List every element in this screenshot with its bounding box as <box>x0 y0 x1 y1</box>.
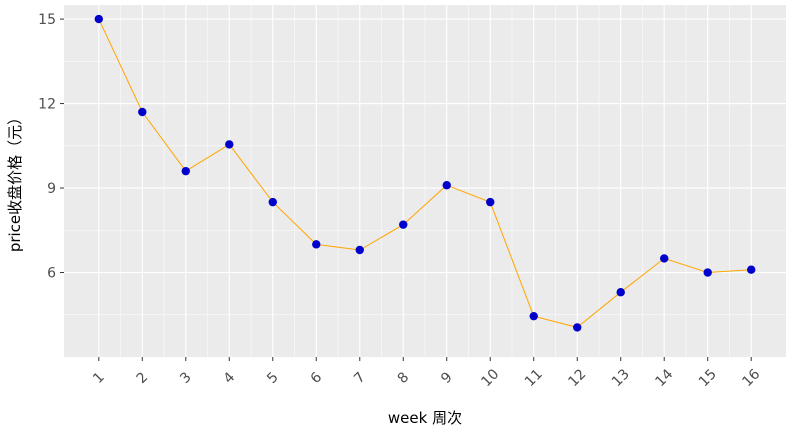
axis-ticks <box>60 18 752 361</box>
x-tick-label: 6 <box>308 369 326 387</box>
data-point <box>486 197 495 207</box>
data-point <box>138 107 147 117</box>
data-point <box>573 323 582 332</box>
x-tick-label: 10 <box>478 366 502 390</box>
data-point <box>442 181 451 190</box>
x-tick-label: 13 <box>609 366 633 390</box>
data-points <box>94 14 756 332</box>
x-tick-label: 8 <box>395 369 413 387</box>
x-tick-label: 16 <box>739 366 763 390</box>
data-point <box>355 245 364 255</box>
x-tick-label: 15 <box>696 366 720 390</box>
x-tick-label: 2 <box>134 369 152 387</box>
data-point <box>312 240 321 249</box>
data-point <box>225 140 234 149</box>
y-tick-labels: 6 9 12 15 <box>38 12 56 281</box>
data-point <box>616 288 625 297</box>
y-tick-label: 6 <box>47 266 56 282</box>
data-point <box>703 268 712 277</box>
data-point <box>94 14 103 24</box>
price-line <box>98 18 752 328</box>
x-tick-label: 9 <box>438 369 456 387</box>
major-gridlines <box>64 5 786 357</box>
y-tick-label: 12 <box>38 97 56 113</box>
x-tick-label: 4 <box>221 369 239 387</box>
data-point <box>268 197 277 207</box>
data-point <box>747 265 756 274</box>
x-tick-label: 11 <box>522 366 546 390</box>
y-tick-label: 15 <box>38 12 56 28</box>
x-tick-label: 7 <box>351 369 369 387</box>
data-point <box>399 220 408 229</box>
x-tick-label: 1 <box>90 369 108 387</box>
y-axis-title: price收盘价格（元） <box>6 110 24 252</box>
data-point <box>181 166 190 176</box>
minor-gridlines <box>64 5 786 357</box>
x-tick-label: 14 <box>652 366 676 390</box>
data-point <box>529 311 538 321</box>
x-axis-title: week 周次 <box>388 409 462 427</box>
x-tick-labels: 1 2 3 4 5 6 7 8 9 10 11 12 13 14 15 16 <box>90 366 763 390</box>
x-tick-label: 12 <box>565 366 589 390</box>
data-point <box>660 254 669 263</box>
x-tick-label: 5 <box>264 369 282 387</box>
y-tick-label: 9 <box>47 181 56 197</box>
x-tick-label: 3 <box>177 369 195 387</box>
